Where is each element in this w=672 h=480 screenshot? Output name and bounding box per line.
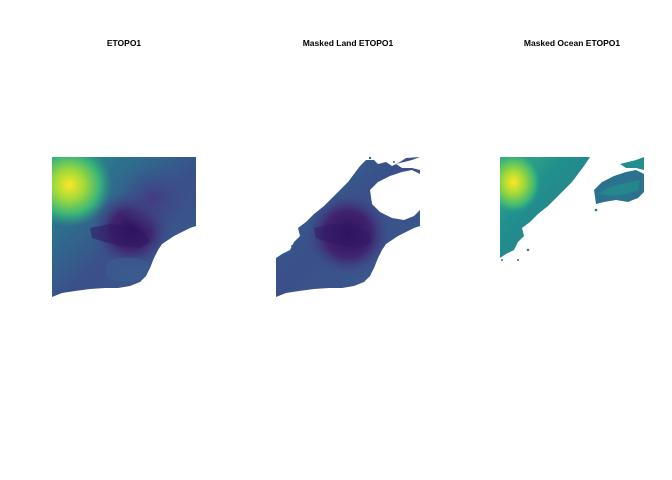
panel-title-masked-land: Masked Land ETOPO1 [302, 38, 394, 48]
panel-title-masked-ocean: Masked Ocean ETOPO1 [523, 38, 621, 48]
panel-title-etopo1: ETOPO1 [106, 38, 142, 48]
etopo1-map [52, 157, 196, 297]
masked-ocean-map [500, 157, 644, 261]
masked-land-map [276, 156, 420, 297]
